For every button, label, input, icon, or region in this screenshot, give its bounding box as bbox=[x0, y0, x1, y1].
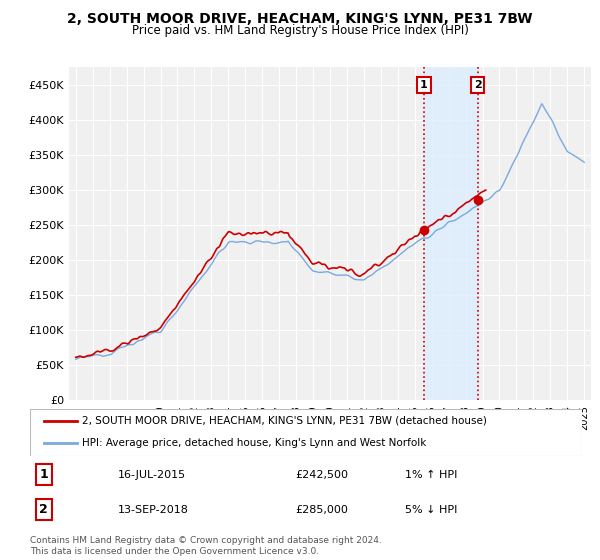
Text: £242,500: £242,500 bbox=[295, 470, 348, 479]
Text: 1% ↑ HPI: 1% ↑ HPI bbox=[406, 470, 458, 479]
FancyBboxPatch shape bbox=[30, 409, 582, 456]
Text: 1: 1 bbox=[40, 468, 48, 481]
Bar bbox=[424, 67, 478, 400]
Text: 2: 2 bbox=[474, 80, 481, 90]
Text: HPI: Average price, detached house, King's Lynn and West Norfolk: HPI: Average price, detached house, King… bbox=[82, 438, 427, 448]
Text: 16-JUL-2015: 16-JUL-2015 bbox=[118, 470, 187, 479]
Text: £285,000: £285,000 bbox=[295, 505, 348, 515]
Text: 2: 2 bbox=[40, 503, 48, 516]
Text: Price paid vs. HM Land Registry's House Price Index (HPI): Price paid vs. HM Land Registry's House … bbox=[131, 24, 469, 37]
Text: 2, SOUTH MOOR DRIVE, HEACHAM, KING'S LYNN, PE31 7BW: 2, SOUTH MOOR DRIVE, HEACHAM, KING'S LYN… bbox=[67, 12, 533, 26]
Text: 5% ↓ HPI: 5% ↓ HPI bbox=[406, 505, 458, 515]
Text: 2, SOUTH MOOR DRIVE, HEACHAM, KING'S LYNN, PE31 7BW (detached house): 2, SOUTH MOOR DRIVE, HEACHAM, KING'S LYN… bbox=[82, 416, 487, 426]
Text: 1: 1 bbox=[420, 80, 428, 90]
Text: Contains HM Land Registry data © Crown copyright and database right 2024.
This d: Contains HM Land Registry data © Crown c… bbox=[30, 536, 382, 556]
Text: 13-SEP-2018: 13-SEP-2018 bbox=[118, 505, 189, 515]
